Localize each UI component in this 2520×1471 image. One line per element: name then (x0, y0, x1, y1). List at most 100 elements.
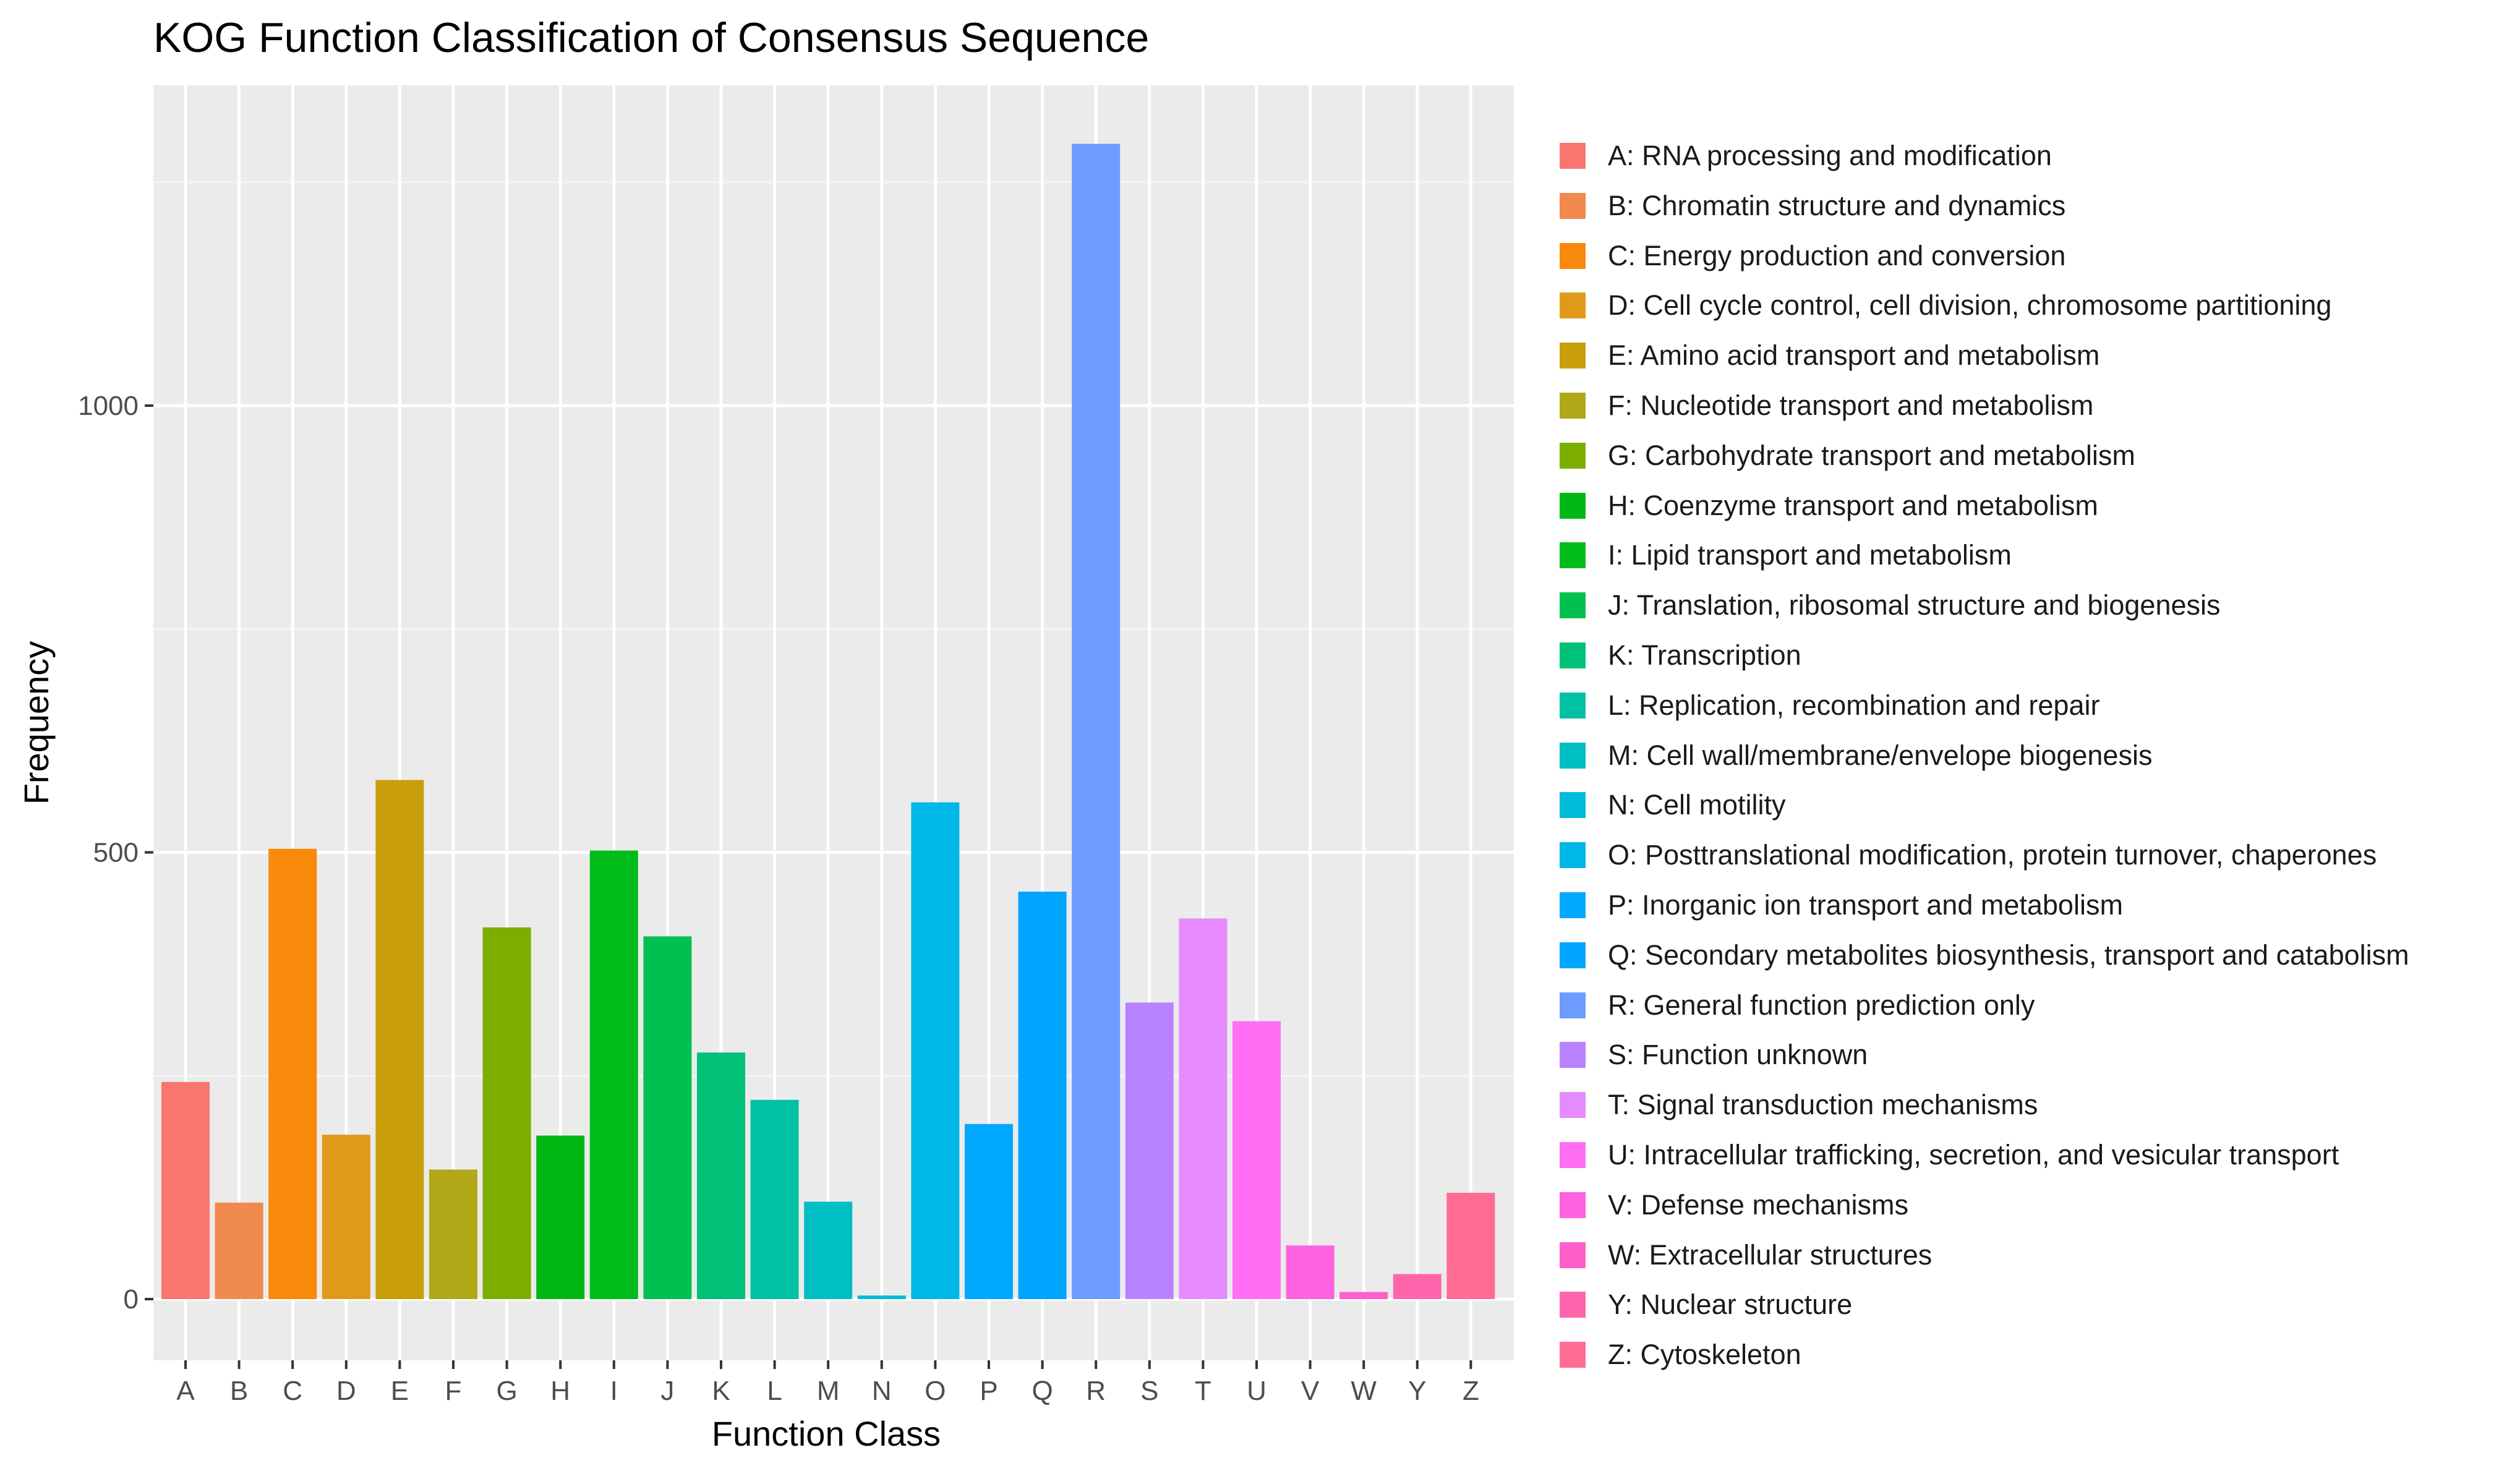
legend-label: D: Cell cycle control, cell division, ch… (1608, 289, 2332, 322)
bar-A (161, 1081, 210, 1299)
legend-swatch (1560, 143, 1586, 169)
legend-swatch (1560, 892, 1586, 918)
legend-item-A: A: RNA processing and modification (1560, 137, 2052, 174)
bar-L (750, 1099, 799, 1299)
legend-item-U: U: Intracellular trafficking, secretion,… (1560, 1136, 2339, 1174)
x-tick-label-F: F (445, 1376, 462, 1406)
bar-Z (1446, 1193, 1495, 1299)
bar-D (322, 1135, 370, 1299)
legend-label: K: Transcription (1608, 639, 1801, 671)
x-tick-label-G: G (496, 1376, 517, 1406)
legend-swatch (1560, 942, 1586, 968)
x-tick-label-I: I (610, 1376, 618, 1406)
legend-label: N: Cell motility (1608, 789, 1786, 821)
legend-item-I: I: Lipid transport and metabolism (1560, 537, 2012, 574)
legend-swatch (1560, 442, 1586, 469)
legend-label: E: Amino acid transport and metabolism (1608, 339, 2100, 372)
legend-item-J: J: Translation, ribosomal structure and … (1560, 587, 2221, 624)
x-tick-label-Y: Y (1408, 1376, 1426, 1406)
legend-item-H: H: Coenzyme transport and metabolism (1560, 487, 2098, 524)
legend-swatch (1560, 642, 1586, 668)
legend-label: Z: Cytoskeleton (1608, 1339, 1801, 1371)
x-tick-label-Z: Z (1463, 1376, 1479, 1406)
legend-label: A: RNA processing and modification (1608, 140, 2052, 171)
legend-swatch (1560, 842, 1586, 869)
legend-swatch (1560, 1242, 1586, 1268)
legend-label: C: Energy production and conversion (1608, 239, 2066, 271)
legend-label: L: Replication, recombination and repair (1608, 689, 2100, 721)
bar-S (1125, 1002, 1174, 1299)
legend-item-M: M: Cell wall/membrane/envelope biogenesi… (1560, 737, 2152, 774)
legend-swatch (1560, 1092, 1586, 1119)
x-tick-label-Q: Q (1031, 1376, 1053, 1406)
legend-swatch (1560, 1192, 1586, 1218)
legend-item-R: R: General function prediction only (1560, 987, 2035, 1024)
legend-label: O: Posttranslational modification, prote… (1608, 839, 2377, 871)
legend-swatch (1560, 343, 1586, 369)
legend-swatch (1560, 242, 1586, 269)
bar-O (911, 802, 960, 1299)
legend-item-W: W: Extracellular structures (1560, 1237, 1932, 1274)
x-tick-label-T: T (1195, 1376, 1211, 1406)
x-tick-label-J: J (660, 1376, 674, 1406)
bar-V (1286, 1245, 1335, 1299)
bar-E (375, 780, 424, 1299)
legend-swatch (1560, 492, 1586, 519)
legend-item-D: D: Cell cycle control, cell division, ch… (1560, 287, 2331, 324)
legend-swatch (1560, 1292, 1586, 1318)
legend-item-S: S: Function unknown (1560, 1036, 1868, 1073)
bar-Y (1393, 1274, 1442, 1299)
bar-K (697, 1052, 745, 1299)
legend-swatch (1560, 1342, 1586, 1368)
bar-Q (1018, 892, 1067, 1299)
bar-M (804, 1201, 853, 1299)
legend-label: G: Carbohydrate transport and metabolism (1608, 439, 2135, 471)
bar-U (1232, 1021, 1281, 1299)
legend-label: V: Defense mechanisms (1608, 1188, 1909, 1221)
legend-swatch (1560, 542, 1586, 569)
legend-item-G: G: Carbohydrate transport and metabolism (1560, 437, 2135, 474)
legend-item-O: O: Posttranslational modification, prote… (1560, 837, 2377, 874)
legend-swatch (1560, 192, 1586, 219)
legend-label: T: Signal transduction mechanisms (1608, 1089, 2038, 1121)
x-tick-label-O: O (925, 1376, 946, 1406)
legend-label: B: Chromatin structure and dynamics (1608, 189, 2066, 221)
legend-label: F: Nucleotide transport and metabolism (1608, 390, 2094, 421)
legend-swatch (1560, 393, 1586, 419)
x-tick-label-A: A (176, 1376, 195, 1406)
legend-item-L: L: Replication, recombination and repair (1560, 687, 2099, 724)
bar-T (1179, 918, 1228, 1299)
bar-F (429, 1169, 477, 1299)
y-axis: 0 500 1000 (78, 391, 153, 1315)
bars (161, 143, 1495, 1300)
legend-label: M: Cell wall/membrane/envelope biogenesi… (1608, 739, 2153, 771)
legend-label: W: Extracellular structures (1608, 1239, 1933, 1271)
x-axis-label: Function Class (712, 1414, 941, 1453)
legend-swatch (1560, 1042, 1586, 1068)
x-tick-label-N: N (872, 1376, 892, 1406)
bar-P (965, 1124, 1013, 1299)
legend-item-N: N: Cell motility (1560, 787, 1786, 824)
bar-W (1339, 1292, 1388, 1299)
x-tick-label-V: V (1301, 1376, 1320, 1406)
legend-label: P: Inorganic ion transport and metabolis… (1608, 889, 2123, 921)
x-tick-label-K: K (712, 1376, 730, 1406)
x-tick-label-E: E (391, 1376, 409, 1406)
legend-label: S: Function unknown (1608, 1039, 1868, 1071)
legend-item-E: E: Amino acid transport and metabolism (1560, 337, 2099, 374)
chart-title: KOG Function Classification of Consensus… (153, 14, 1150, 61)
x-tick-label-P: P (980, 1376, 997, 1406)
x-tick-label-S: S (1140, 1376, 1158, 1406)
x-tick-label-H: H (550, 1376, 570, 1406)
legend-label: Y: Nuclear structure (1608, 1289, 1853, 1321)
legend-label: Q: Secondary metabolites biosynthesis, t… (1608, 939, 2409, 971)
bar-H (536, 1135, 585, 1299)
x-tick-label-L: L (767, 1376, 782, 1406)
bar-C (268, 848, 317, 1299)
legend-label: R: General function prediction only (1608, 989, 2035, 1021)
legend-item-Z: Z: Cytoskeleton (1560, 1336, 1801, 1373)
legend-label: J: Translation, ribosomal structure and … (1608, 589, 2221, 621)
x-tick-label-R: R (1086, 1376, 1106, 1406)
x-tick-label-C: C (283, 1376, 302, 1406)
